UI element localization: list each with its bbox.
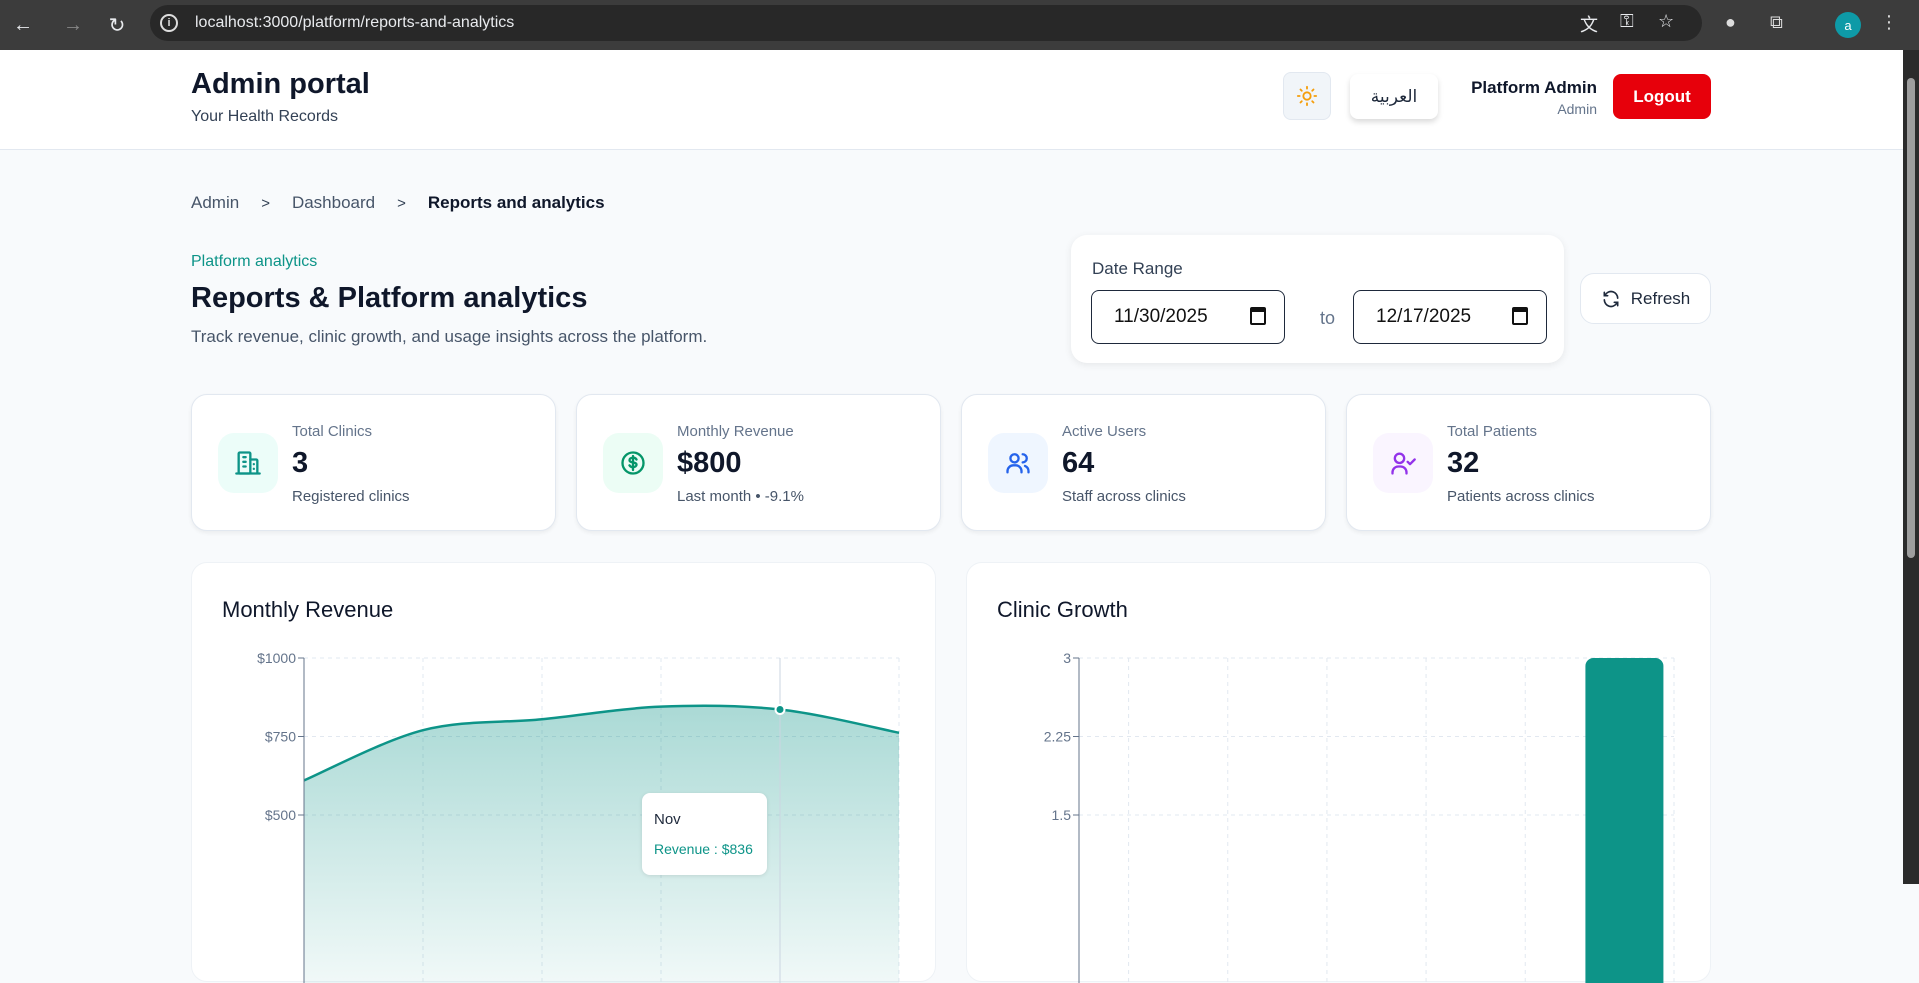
- back-icon[interactable]: ←: [13, 13, 33, 36]
- refresh-label: Refresh: [1630, 288, 1691, 308]
- active-point: [774, 703, 786, 715]
- date-from-input[interactable]: 11/30/2025: [1091, 290, 1285, 344]
- stat-card: Monthly Revenue $800 Last month • -9.1%: [576, 394, 941, 531]
- y-tick-label: $500: [265, 807, 296, 823]
- chevron-right-icon: >: [261, 194, 270, 212]
- translate-icon[interactable]: 文: [1580, 15, 1598, 35]
- page-scrollbar[interactable]: [1903, 50, 1919, 884]
- logout-button[interactable]: Logout: [1613, 74, 1711, 119]
- clinic-growth-card: Clinic Growth 3 2.25 1.5: [966, 562, 1712, 983]
- tooltip-value: Revenue : $836: [654, 841, 753, 857]
- menu-icon[interactable]: ⋮: [1880, 12, 1898, 32]
- y-tick-label: 1.5: [1052, 807, 1072, 823]
- theme-toggle-button[interactable]: [1283, 72, 1331, 120]
- stat-card: Active Users 64 Staff across clinics: [961, 394, 1326, 531]
- stat-value: 64: [1062, 447, 1095, 479]
- app-subtitle: Your Health Records: [191, 108, 339, 125]
- stat-subtext: Registered clinics: [292, 488, 410, 505]
- date-range-card: Date Range 11/30/2025 to 12/17/2025: [1071, 235, 1564, 363]
- revenue-area-chart[interactable]: $1000 $750 $500: [192, 563, 937, 983]
- extension-icon[interactable]: ●: [1725, 12, 1736, 32]
- stat-card: Total Clinics 3 Registered clinics: [191, 394, 556, 531]
- y-tick-label: 3: [1063, 650, 1071, 666]
- stat-icon-wrap: [603, 433, 663, 493]
- date-to-value: 12/17/2025: [1376, 306, 1472, 327]
- revenue-line: [303, 704, 900, 782]
- y-tick-label: $1000: [257, 650, 296, 666]
- chart-title: Monthly Revenue: [222, 597, 394, 622]
- stat-icon-wrap: [1373, 433, 1433, 493]
- stat-subtext: Patients across clinics: [1447, 488, 1595, 505]
- address-bar[interactable]: i localhost:3000/platform/reports-and-an…: [150, 5, 1702, 41]
- user-name: Platform Admin: [1471, 78, 1597, 97]
- stat-card: Total Patients 32 Patients across clinic…: [1346, 394, 1711, 531]
- stat-icon-wrap: [988, 433, 1048, 493]
- stat-label: Monthly Revenue: [677, 423, 794, 440]
- tooltip-label: Nov: [654, 811, 681, 828]
- calendar-icon[interactable]: [1250, 307, 1266, 325]
- reload-icon[interactable]: ↻: [108, 14, 126, 37]
- stat-value: $800: [677, 447, 742, 479]
- monthly-revenue-card: Monthly Revenue $1000 $750 $500 Nov Revenu…: [191, 562, 937, 983]
- breadcrumb-dashboard[interactable]: Dashboard: [291, 193, 376, 212]
- to-label: to: [1320, 308, 1336, 328]
- puzzle-icon[interactable]: ⧉: [1770, 12, 1783, 32]
- page-description: Track revenue, clinic growth, and usage …: [191, 327, 708, 346]
- building-icon: [235, 451, 261, 475]
- revenue-area: [304, 705, 899, 983]
- page-title: Reports & Platform analytics: [191, 282, 588, 314]
- site-info-icon[interactable]: i: [160, 14, 178, 32]
- url-text[interactable]: localhost:3000/platform/reports-and-anal…: [195, 14, 515, 31]
- stat-value: 32: [1447, 447, 1480, 479]
- date-from-value: 11/30/2025: [1114, 306, 1208, 327]
- users-icon: [1006, 453, 1030, 474]
- user-role: Admin: [1557, 101, 1597, 117]
- forward-icon[interactable]: →: [63, 13, 83, 36]
- browser-toolbar: ← → ↻ i localhost:3000/platform/reports-…: [0, 0, 1919, 50]
- stat-label: Total Patients: [1447, 423, 1538, 440]
- page-eyebrow: Platform analytics: [191, 253, 318, 270]
- stat-value: 3: [292, 447, 309, 479]
- calendar-icon[interactable]: [1512, 307, 1528, 325]
- star-icon[interactable]: ☆: [1658, 11, 1675, 31]
- bar: [1585, 658, 1664, 983]
- chart-title: Clinic Growth: [997, 597, 1128, 622]
- y-tick-label: 2.25: [1044, 729, 1071, 745]
- user-check-icon: [1391, 452, 1416, 475]
- date-range-label: Date Range: [1092, 259, 1183, 278]
- clinic-growth-bar-chart[interactable]: 3 2.25 1.5: [967, 563, 1712, 983]
- key-icon[interactable]: ⚿: [1620, 11, 1634, 31]
- breadcrumb: Admin > Dashboard > Reports and analytic…: [191, 193, 605, 213]
- y-tick-label: $750: [265, 729, 296, 745]
- stat-subtext: Staff across clinics: [1062, 488, 1186, 505]
- chart-tooltip: Nov Revenue : $836: [642, 793, 767, 875]
- app-header: Admin portal Your Health Records العربية…: [0, 50, 1903, 150]
- breadcrumb-current: Reports and analytics: [427, 193, 605, 212]
- refresh-button[interactable]: Refresh: [1580, 273, 1711, 324]
- stat-label: Active Users: [1062, 423, 1147, 440]
- app-title: Admin portal: [191, 68, 370, 100]
- scrollbar-thumb[interactable]: [1907, 78, 1915, 558]
- sun-icon: [1296, 85, 1318, 107]
- dollar-circle-icon: [621, 451, 645, 475]
- stat-subtext: Last month • -9.1%: [677, 488, 804, 505]
- refresh-icon: [1603, 290, 1619, 307]
- stat-label: Total Clinics: [292, 423, 373, 440]
- breadcrumb-admin[interactable]: Admin: [191, 193, 240, 212]
- language-button[interactable]: العربية: [1350, 74, 1438, 119]
- profile-avatar[interactable]: a: [1835, 12, 1861, 38]
- date-to-input[interactable]: 12/17/2025: [1353, 290, 1547, 344]
- chevron-right-icon: >: [397, 194, 406, 212]
- stat-icon-wrap: [218, 433, 278, 493]
